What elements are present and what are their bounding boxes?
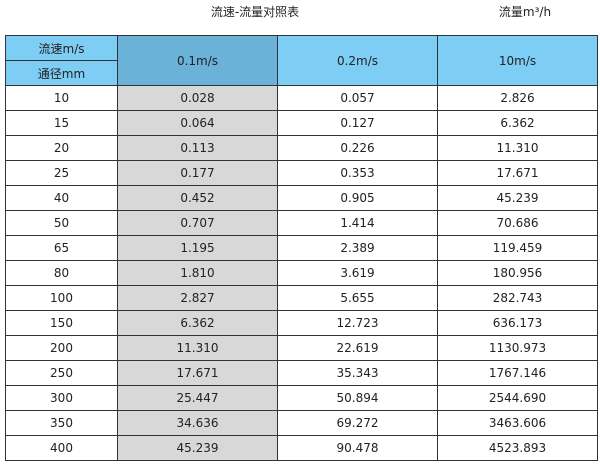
- flow-cell: 4523.893: [437, 435, 598, 461]
- flow-cell: 2.827: [117, 285, 278, 311]
- flow-cell: 6.362: [117, 310, 278, 336]
- flow-cell: 70.686: [437, 210, 598, 236]
- flow-table: 流速m/s 0.1m/s 0.2m/s 10m/s 通径mm 10 0.028 0.…: [5, 35, 598, 461]
- table-row: 300 25.447 50.894 2544.690: [5, 385, 598, 411]
- diameter-cell: 300: [5, 385, 118, 411]
- flow-cell: 11.310: [117, 335, 278, 361]
- diameter-cell: 15: [5, 110, 118, 136]
- table-title: 流速-流量对照表: [210, 5, 300, 19]
- table-row: 50 0.707 1.414 70.686: [5, 210, 598, 236]
- flow-cell: 2.389: [277, 235, 438, 261]
- diameter-cell: 150: [5, 310, 118, 336]
- table-row: 150 6.362 12.723 636.173: [5, 310, 598, 336]
- diameter-cell: 40: [5, 185, 118, 211]
- diameter-cell: 65: [5, 235, 118, 261]
- diameter-cell: 50: [5, 210, 118, 236]
- table-row: 100 2.827 5.655 282.743: [5, 285, 598, 311]
- corner-diameter-label: 通径mm: [5, 60, 118, 86]
- flow-cell: 0.064: [117, 110, 278, 136]
- flow-cell: 90.478: [277, 435, 438, 461]
- flow-cell: 35.343: [277, 360, 438, 386]
- flow-cell: 3.619: [277, 260, 438, 286]
- flow-cell: 50.894: [277, 385, 438, 411]
- table-row: 40 0.452 0.905 45.239: [5, 185, 598, 211]
- table-row: 400 45.239 90.478 4523.893: [5, 435, 598, 461]
- flow-cell: 0.177: [117, 160, 278, 186]
- header-row: 通径mm: [5, 60, 598, 86]
- flow-cell: 0.905: [277, 185, 438, 211]
- header-row: 流速m/s 0.1m/s 0.2m/s 10m/s: [5, 35, 598, 86]
- flow-cell: 282.743: [437, 285, 598, 311]
- table-row: 350 34.636 69.272 3463.606: [5, 410, 598, 436]
- flow-cell: 180.956: [437, 260, 598, 286]
- diameter-cell: 80: [5, 260, 118, 286]
- table-row: 10 0.028 0.057 2.826: [5, 85, 598, 111]
- flow-cell: 6.362: [437, 110, 598, 136]
- column-header: 0.2m/s: [277, 35, 438, 86]
- column-header: 0.1m/s: [117, 35, 278, 86]
- table-row: 25 0.177 0.353 17.671: [5, 160, 598, 186]
- table-row: 65 1.195 2.389 119.459: [5, 235, 598, 261]
- flow-cell: 0.707: [117, 210, 278, 236]
- flow-cell: 17.671: [437, 160, 598, 186]
- flow-cell: 1130.973: [437, 335, 598, 361]
- corner-velocity-label: 流速m/s: [5, 35, 118, 61]
- flow-cell: 45.239: [117, 435, 278, 461]
- flow-cell: 5.655: [277, 285, 438, 311]
- flow-cell: 1.195: [117, 235, 278, 261]
- diameter-cell: 10: [5, 85, 118, 111]
- diameter-cell: 100: [5, 285, 118, 311]
- diameter-cell: 200: [5, 335, 118, 361]
- diameter-cell: 20: [5, 135, 118, 161]
- flow-cell: 119.459: [437, 235, 598, 261]
- flow-cell: 1.414: [277, 210, 438, 236]
- flow-cell: 0.353: [277, 160, 438, 186]
- flow-cell: 17.671: [117, 360, 278, 386]
- flow-cell: 69.272: [277, 410, 438, 436]
- flow-cell: 0.226: [277, 135, 438, 161]
- diameter-cell: 25: [5, 160, 118, 186]
- column-header: 10m/s: [437, 35, 598, 86]
- diameter-cell: 250: [5, 360, 118, 386]
- diameter-cell: 350: [5, 410, 118, 436]
- flow-cell: 1767.146: [437, 360, 598, 386]
- flow-cell: 11.310: [437, 135, 598, 161]
- table-row: 200 11.310 22.619 1130.973: [5, 335, 598, 361]
- flow-cell: 22.619: [277, 335, 438, 361]
- flow-cell: 25.447: [117, 385, 278, 411]
- flow-cell: 0.028: [117, 85, 278, 111]
- diameter-cell: 400: [5, 435, 118, 461]
- flow-cell: 34.636: [117, 410, 278, 436]
- flow-cell: 636.173: [437, 310, 598, 336]
- table-row: 20 0.113 0.226 11.310: [5, 135, 598, 161]
- table-row: 80 1.810 3.619 180.956: [5, 260, 598, 286]
- flow-cell: 2.826: [437, 85, 598, 111]
- flow-cell: 0.057: [277, 85, 438, 111]
- flow-cell: 12.723: [277, 310, 438, 336]
- flow-cell: 2544.690: [437, 385, 598, 411]
- flow-cell: 45.239: [437, 185, 598, 211]
- flow-cell: 0.127: [277, 110, 438, 136]
- unit-label: 流量m³/h: [498, 5, 552, 19]
- flow-cell: 1.810: [117, 260, 278, 286]
- flow-cell: 3463.606: [437, 410, 598, 436]
- flow-cell: 0.113: [117, 135, 278, 161]
- table-row: 15 0.064 0.127 6.362: [5, 110, 598, 136]
- table-row: 250 17.671 35.343 1767.146: [5, 360, 598, 386]
- flow-cell: 0.452: [117, 185, 278, 211]
